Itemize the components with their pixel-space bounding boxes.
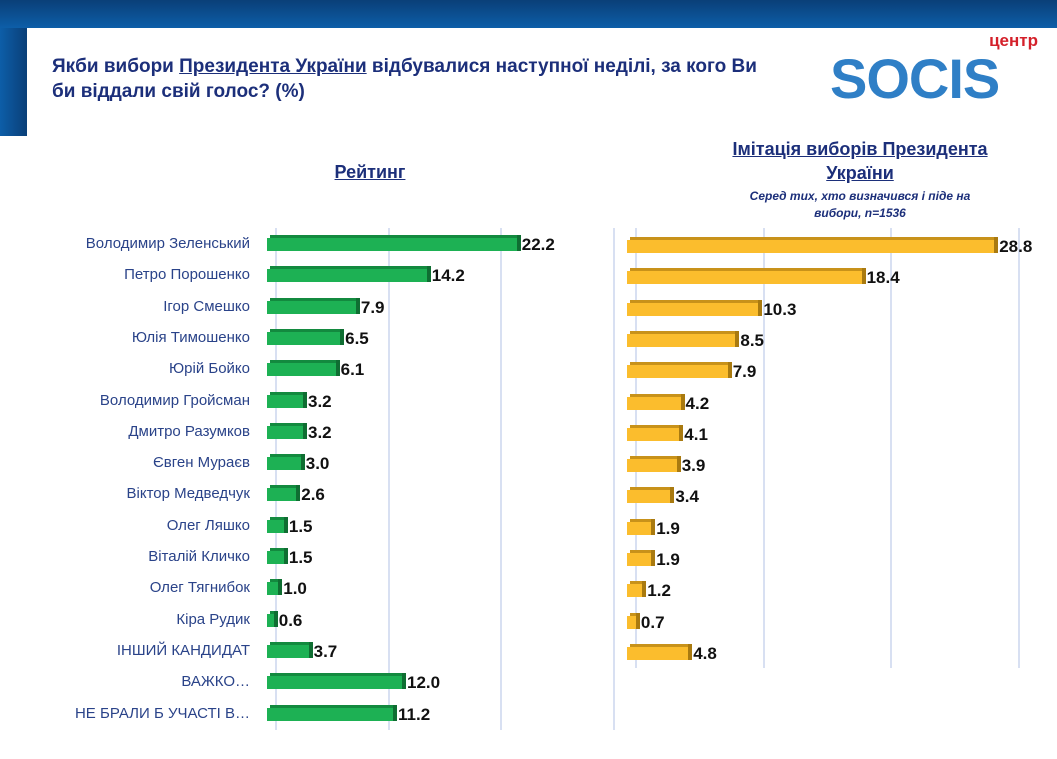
title-part: відбувалися наступної неділі, за кого Ви… <box>52 56 757 102</box>
category-label: Ігор Смешко <box>163 297 250 315</box>
bar <box>627 362 732 379</box>
bar <box>267 548 288 564</box>
bar <box>267 266 431 283</box>
category-label: ВАЖКО… <box>181 673 250 691</box>
value-label: 4.8 <box>693 643 717 663</box>
bar <box>267 297 360 314</box>
value-label: 1.2 <box>647 581 671 601</box>
value-label: 0.6 <box>278 610 303 630</box>
value-label: 3.2 <box>308 391 332 411</box>
bar <box>627 643 693 660</box>
value-label: 6.5 <box>345 328 369 348</box>
value-label: 14.2 <box>431 266 465 286</box>
bar <box>267 673 406 690</box>
category-label: Дмитро Разумков <box>128 422 250 440</box>
bar <box>627 393 685 410</box>
bar <box>267 360 340 377</box>
category-label: НЕ БРАЛИ Б УЧАСТІ В… <box>74 704 250 722</box>
bar <box>267 704 397 721</box>
category-label: Олег Тягнибок <box>149 579 250 597</box>
bar <box>627 581 647 598</box>
category-label: Кіра Рудик <box>176 610 250 628</box>
category-label: ІНШИЙ КАНДИДАТ <box>116 641 250 659</box>
bar <box>627 299 763 316</box>
value-label: 10.3 <box>763 299 797 319</box>
value-label: 3.0 <box>305 454 330 474</box>
bar <box>267 422 307 439</box>
category-label: Володимир Гройсман <box>99 391 250 409</box>
bar <box>627 237 999 253</box>
value-label: 1.5 <box>288 516 313 536</box>
bar <box>627 268 866 285</box>
gridline <box>1017 228 1020 668</box>
category-label: Юлія Тимошенко <box>131 328 250 346</box>
bar <box>627 330 740 347</box>
category-label: Євген Мураєв <box>153 454 250 472</box>
right-chart-title: Імітація виборів Президента України <box>732 139 988 183</box>
bar <box>267 235 521 251</box>
bar <box>627 424 684 441</box>
top-banner <box>0 0 1057 28</box>
bar <box>267 516 288 533</box>
bar <box>267 328 345 345</box>
gridline <box>762 228 765 668</box>
value-label: 7.9 <box>360 297 385 317</box>
left-chart-title: Рейтинг <box>334 162 406 182</box>
value-label: 4.2 <box>685 393 710 413</box>
right-chart-subtitle: Серед тих, хто визначився і піде на вибо… <box>749 189 971 220</box>
value-label: 12.0 <box>407 673 441 693</box>
socis-logo: центр SOCIS <box>830 32 1050 107</box>
bar <box>267 454 305 471</box>
bar <box>627 487 675 504</box>
value-label: 3.4 <box>675 487 699 507</box>
value-label: 2.6 <box>301 485 325 505</box>
title-part: Якби вибори <box>52 56 180 77</box>
gridline <box>500 228 502 730</box>
value-label: 11.2 <box>398 704 431 724</box>
value-label: 3.7 <box>313 641 338 661</box>
gridline <box>635 228 637 668</box>
category-label: Олег Ляшко <box>166 516 250 534</box>
logo-word: SOCIS <box>830 47 1000 110</box>
bar <box>267 579 283 596</box>
title-underlined: Президента України <box>179 56 367 77</box>
question-title: Якби вибори Президента України відбували… <box>52 54 772 104</box>
gridline <box>890 228 892 668</box>
category-label: Петро Порошенко <box>124 266 250 284</box>
gridline <box>612 228 615 730</box>
bar <box>267 485 301 502</box>
bar <box>627 550 656 566</box>
value-label: 3.2 <box>308 422 332 442</box>
gridline <box>387 228 390 730</box>
bar <box>267 391 307 408</box>
category-label: Володимир Зеленський <box>85 235 250 252</box>
value-label: 1.5 <box>288 548 313 567</box>
value-label: 1.9 <box>656 550 680 569</box>
value-label: 22.2 <box>521 235 555 254</box>
logo-small-text: центр <box>989 31 1038 50</box>
value-label: 8.5 <box>740 330 765 350</box>
bar <box>267 641 313 658</box>
gridline <box>275 228 277 730</box>
value-label: 7.9 <box>732 362 757 382</box>
bar <box>627 456 681 473</box>
value-label: 3.9 <box>681 456 706 476</box>
bar <box>627 518 656 535</box>
value-label: 4.1 <box>684 424 708 444</box>
category-label: Юрій Бойко <box>168 360 250 378</box>
value-label: 1.9 <box>656 518 680 538</box>
value-label: 1.0 <box>283 579 307 599</box>
value-label: 0.7 <box>640 612 665 632</box>
category-label: Віктор Медведчук <box>126 485 251 503</box>
value-label: 6.1 <box>340 360 365 380</box>
side-accent <box>0 28 27 136</box>
bar <box>627 612 640 629</box>
bar <box>267 610 278 627</box>
value-label: 18.4 <box>866 268 900 288</box>
value-label: 28.8 <box>999 237 1033 256</box>
category-label: Віталій Кличко <box>148 548 250 565</box>
